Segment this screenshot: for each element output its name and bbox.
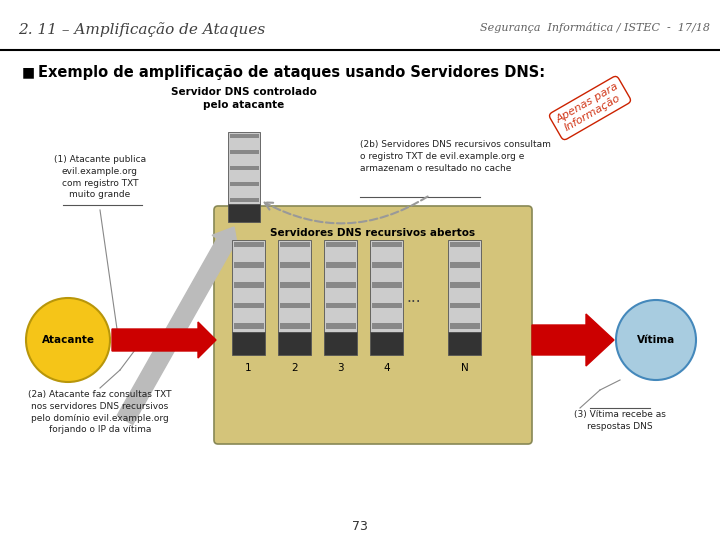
Text: Apenas para
Informação: Apenas para Informação [554,81,626,135]
Text: Atacante: Atacante [42,335,94,345]
Bar [233,241,264,247]
Bar [233,282,264,288]
Bar [232,240,265,332]
Bar [228,132,260,204]
Bar [279,282,310,288]
Bar [278,332,311,355]
Text: Servidor DNS controlado
pelo atacante: Servidor DNS controlado pelo atacante [171,87,317,110]
Bar [325,241,356,247]
Text: 4: 4 [383,363,390,373]
Bar [230,198,258,202]
Bar [448,332,481,355]
Bar [228,204,260,222]
Bar [279,262,310,267]
FancyArrow shape [532,314,614,366]
Bar [372,323,402,329]
Bar [233,303,264,308]
Bar [370,240,403,332]
Text: Servidores DNS recursivos abertos: Servidores DNS recursivos abertos [271,228,476,238]
FancyArrow shape [117,227,238,424]
Text: 1: 1 [246,363,252,373]
Text: N: N [461,363,469,373]
Bar [230,133,258,138]
Text: Vítima: Vítima [637,335,675,345]
Text: ■: ■ [22,65,35,79]
Text: Segurança  Informática / ISTEC  -  17/18: Segurança Informática / ISTEC - 17/18 [480,22,710,33]
Text: Exemplo de amplificação de ataques usando Servidores DNS:: Exemplo de amplificação de ataques usand… [38,65,545,80]
Text: 3: 3 [337,363,344,373]
Circle shape [26,298,110,382]
Bar [372,303,402,308]
Bar [449,241,480,247]
Circle shape [616,300,696,380]
Bar [230,181,258,186]
Text: ...: ... [407,290,421,305]
Bar [448,240,481,332]
Bar [325,282,356,288]
Bar [233,323,264,329]
Bar [324,240,357,332]
Text: (1) Atacante publica
evil.example.org
com registro TXT
muito grande: (1) Atacante publica evil.example.org co… [54,155,146,199]
Bar [230,150,258,154]
Bar [325,323,356,329]
Bar [370,332,403,355]
Bar [372,241,402,247]
Text: 2. 11 – Amplificação de Ataques: 2. 11 – Amplificação de Ataques [18,22,265,37]
Bar [279,241,310,247]
Bar [372,282,402,288]
Bar [449,303,480,308]
Text: (2b) Servidores DNS recursivos consultam
o registro TXT de evil.example.org e
ar: (2b) Servidores DNS recursivos consultam… [360,140,551,173]
Bar [372,262,402,267]
Bar [279,303,310,308]
Bar [449,262,480,267]
Text: (2a) Atacante faz consultas TXT
nos servidores DNS recursivos
pelo domínio evil.: (2a) Atacante faz consultas TXT nos serv… [28,390,172,434]
Bar [449,282,480,288]
Bar [325,303,356,308]
FancyArrow shape [112,322,216,358]
Bar [232,332,265,355]
Bar [230,165,258,170]
Bar [278,240,311,332]
Bar [449,323,480,329]
Bar [325,262,356,267]
Text: (3) Vítima recebe as
respostas DNS: (3) Vítima recebe as respostas DNS [574,410,666,431]
Bar [324,332,357,355]
FancyBboxPatch shape [214,206,532,444]
Bar [279,323,310,329]
Text: 2: 2 [291,363,298,373]
Bar [233,262,264,267]
Text: 73: 73 [352,520,368,533]
